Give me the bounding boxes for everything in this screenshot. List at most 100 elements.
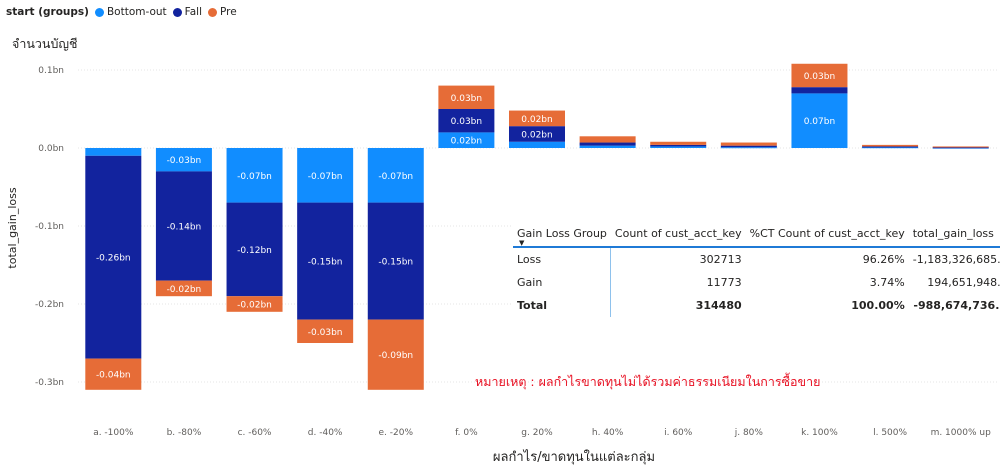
data-label: 0.02bn <box>451 137 482 147</box>
bar-segment <box>720 142 777 146</box>
data-label: -0.02bn <box>167 285 202 295</box>
column-header-gain-loss-group[interactable]: Gain Loss Group ▼ <box>513 224 611 248</box>
table-cell: 314480 <box>695 299 742 312</box>
legend-item-pre[interactable]: Pre <box>208 6 237 18</box>
bar-segment <box>85 155 142 359</box>
data-label: -0.15bn <box>378 258 413 268</box>
y-axis-title: total_gain_loss <box>6 187 19 268</box>
chart-legend: start (groups) Bottom-out Fall Pre <box>6 6 243 18</box>
table-total-row: Total 314480 100.00% -988,674,736.28 <box>513 294 1000 317</box>
legend-item-fall[interactable]: Fall <box>172 6 202 18</box>
footnote: หมายเหตุ : ผลกำไรขาดทุนไม่ได้รวมค่าธรรมเ… <box>475 374 821 389</box>
data-label: 0.02bn <box>521 115 552 125</box>
bar-segment <box>155 171 212 281</box>
y-tick-label: 0.1bn <box>38 66 64 76</box>
y-tick-label: -0.3bn <box>35 378 64 388</box>
y-tick-label: -0.1bn <box>35 222 64 232</box>
legend-title: start (groups) <box>6 6 89 18</box>
table-cell: Loss <box>513 247 612 271</box>
data-label: -0.14bn <box>167 223 202 233</box>
bar-segment <box>862 144 919 147</box>
bar-segment <box>367 202 424 320</box>
x-tick-label: c. -60% <box>238 428 272 438</box>
table-row: Loss 302713 96.26% -1,183,326,685.10 <box>513 247 1000 271</box>
x-tick-label: g. 20% <box>521 428 553 438</box>
table-cell: 3.74% <box>869 276 905 289</box>
bar-segment <box>862 146 919 148</box>
x-tick-label: j. 80% <box>734 428 764 438</box>
data-label: 0.07bn <box>804 117 835 127</box>
bar-segment <box>85 148 142 156</box>
table-cell: -1,183,326,685.10 <box>912 253 1000 266</box>
bar-segment <box>85 358 142 390</box>
bar-segment <box>579 145 636 148</box>
legend-label: Pre <box>220 6 237 18</box>
column-header-total-gain-loss[interactable]: total_gain_loss <box>908 224 1000 248</box>
data-label: 0.03bn <box>451 94 482 104</box>
bar-segment <box>297 319 354 343</box>
data-label: -0.02bn <box>237 301 272 311</box>
y-tick-label: 0.0bn <box>38 144 64 154</box>
data-label: 0.03bn <box>804 72 835 82</box>
table-cell: 96.26% <box>862 253 905 266</box>
table-cell: 100.00% <box>851 299 905 312</box>
y-tick-label: -0.2bn <box>35 300 64 310</box>
table-cell: 194,651,948.83 <box>927 276 1000 289</box>
bar-segment <box>932 147 989 149</box>
bar-segment <box>297 148 354 203</box>
table-cell: Total <box>513 294 612 317</box>
bar-segment <box>932 146 989 148</box>
data-label: -0.07bn <box>308 172 343 182</box>
column-header-count[interactable]: Count of cust_acct_key <box>610 224 746 248</box>
legend-item-bottom-out[interactable]: Bottom-out <box>94 6 167 18</box>
bar-segment <box>509 126 565 142</box>
summary-table: Gain Loss Group ▼ Count of cust_acct_key … <box>513 224 1000 317</box>
data-label: 0.03bn <box>451 117 482 127</box>
legend-swatch <box>172 7 182 17</box>
bar-segment <box>438 132 495 148</box>
bar-segment <box>650 146 707 148</box>
legend-label: Bottom-out <box>106 6 167 18</box>
table-cell: Gain <box>513 271 612 294</box>
x-tick-label: b. -80% <box>167 428 202 438</box>
data-label: -0.15bn <box>308 258 343 268</box>
x-tick-label: h. 40% <box>592 428 624 438</box>
bar-segment <box>509 110 565 127</box>
bar-segment <box>579 142 636 146</box>
bar-segment <box>862 147 919 149</box>
bar-segment <box>438 109 495 133</box>
bar-segment <box>226 296 283 312</box>
bar-segment <box>791 93 848 148</box>
legend-swatch <box>208 7 218 17</box>
x-tick-label: e. -20% <box>379 428 414 438</box>
x-axis-title: ผลกำไร/ขาดทุนในแต่ละกลุ่ม <box>493 449 655 465</box>
bar-segment <box>791 63 848 88</box>
x-tick-label: m. 1000% up <box>931 428 992 438</box>
chart-title: จำนวนบัญชี <box>12 36 78 51</box>
data-label: 0.02bn <box>521 130 552 140</box>
bar-segment <box>155 280 212 297</box>
x-tick-label: f. 0% <box>455 428 478 438</box>
x-tick-label: a. -100% <box>93 428 134 438</box>
bar-segment <box>650 141 707 145</box>
x-tick-label: i. 60% <box>664 428 693 438</box>
table-cell: 302713 <box>699 253 742 266</box>
data-label: -0.12bn <box>237 246 272 256</box>
x-tick-label: d. -40% <box>308 428 343 438</box>
data-label: -0.09bn <box>378 351 413 361</box>
bar-segment <box>155 148 212 172</box>
data-label: -0.07bn <box>237 172 272 182</box>
legend-swatch <box>94 7 104 17</box>
data-label: -0.26bn <box>96 254 131 264</box>
data-label: -0.03bn <box>308 328 343 338</box>
table-cell: 11773 <box>706 276 742 289</box>
bar-segment <box>367 148 424 203</box>
bar-segment <box>791 87 848 94</box>
bar-segment <box>720 147 777 149</box>
sort-descending-icon[interactable]: ▼ <box>519 239 525 247</box>
column-header-percent[interactable]: %CT Count of cust_acct_key <box>745 224 909 248</box>
bar-segment <box>226 202 283 297</box>
table-cell: -988,674,736.28 <box>913 299 1000 312</box>
bar-segment <box>297 202 354 320</box>
